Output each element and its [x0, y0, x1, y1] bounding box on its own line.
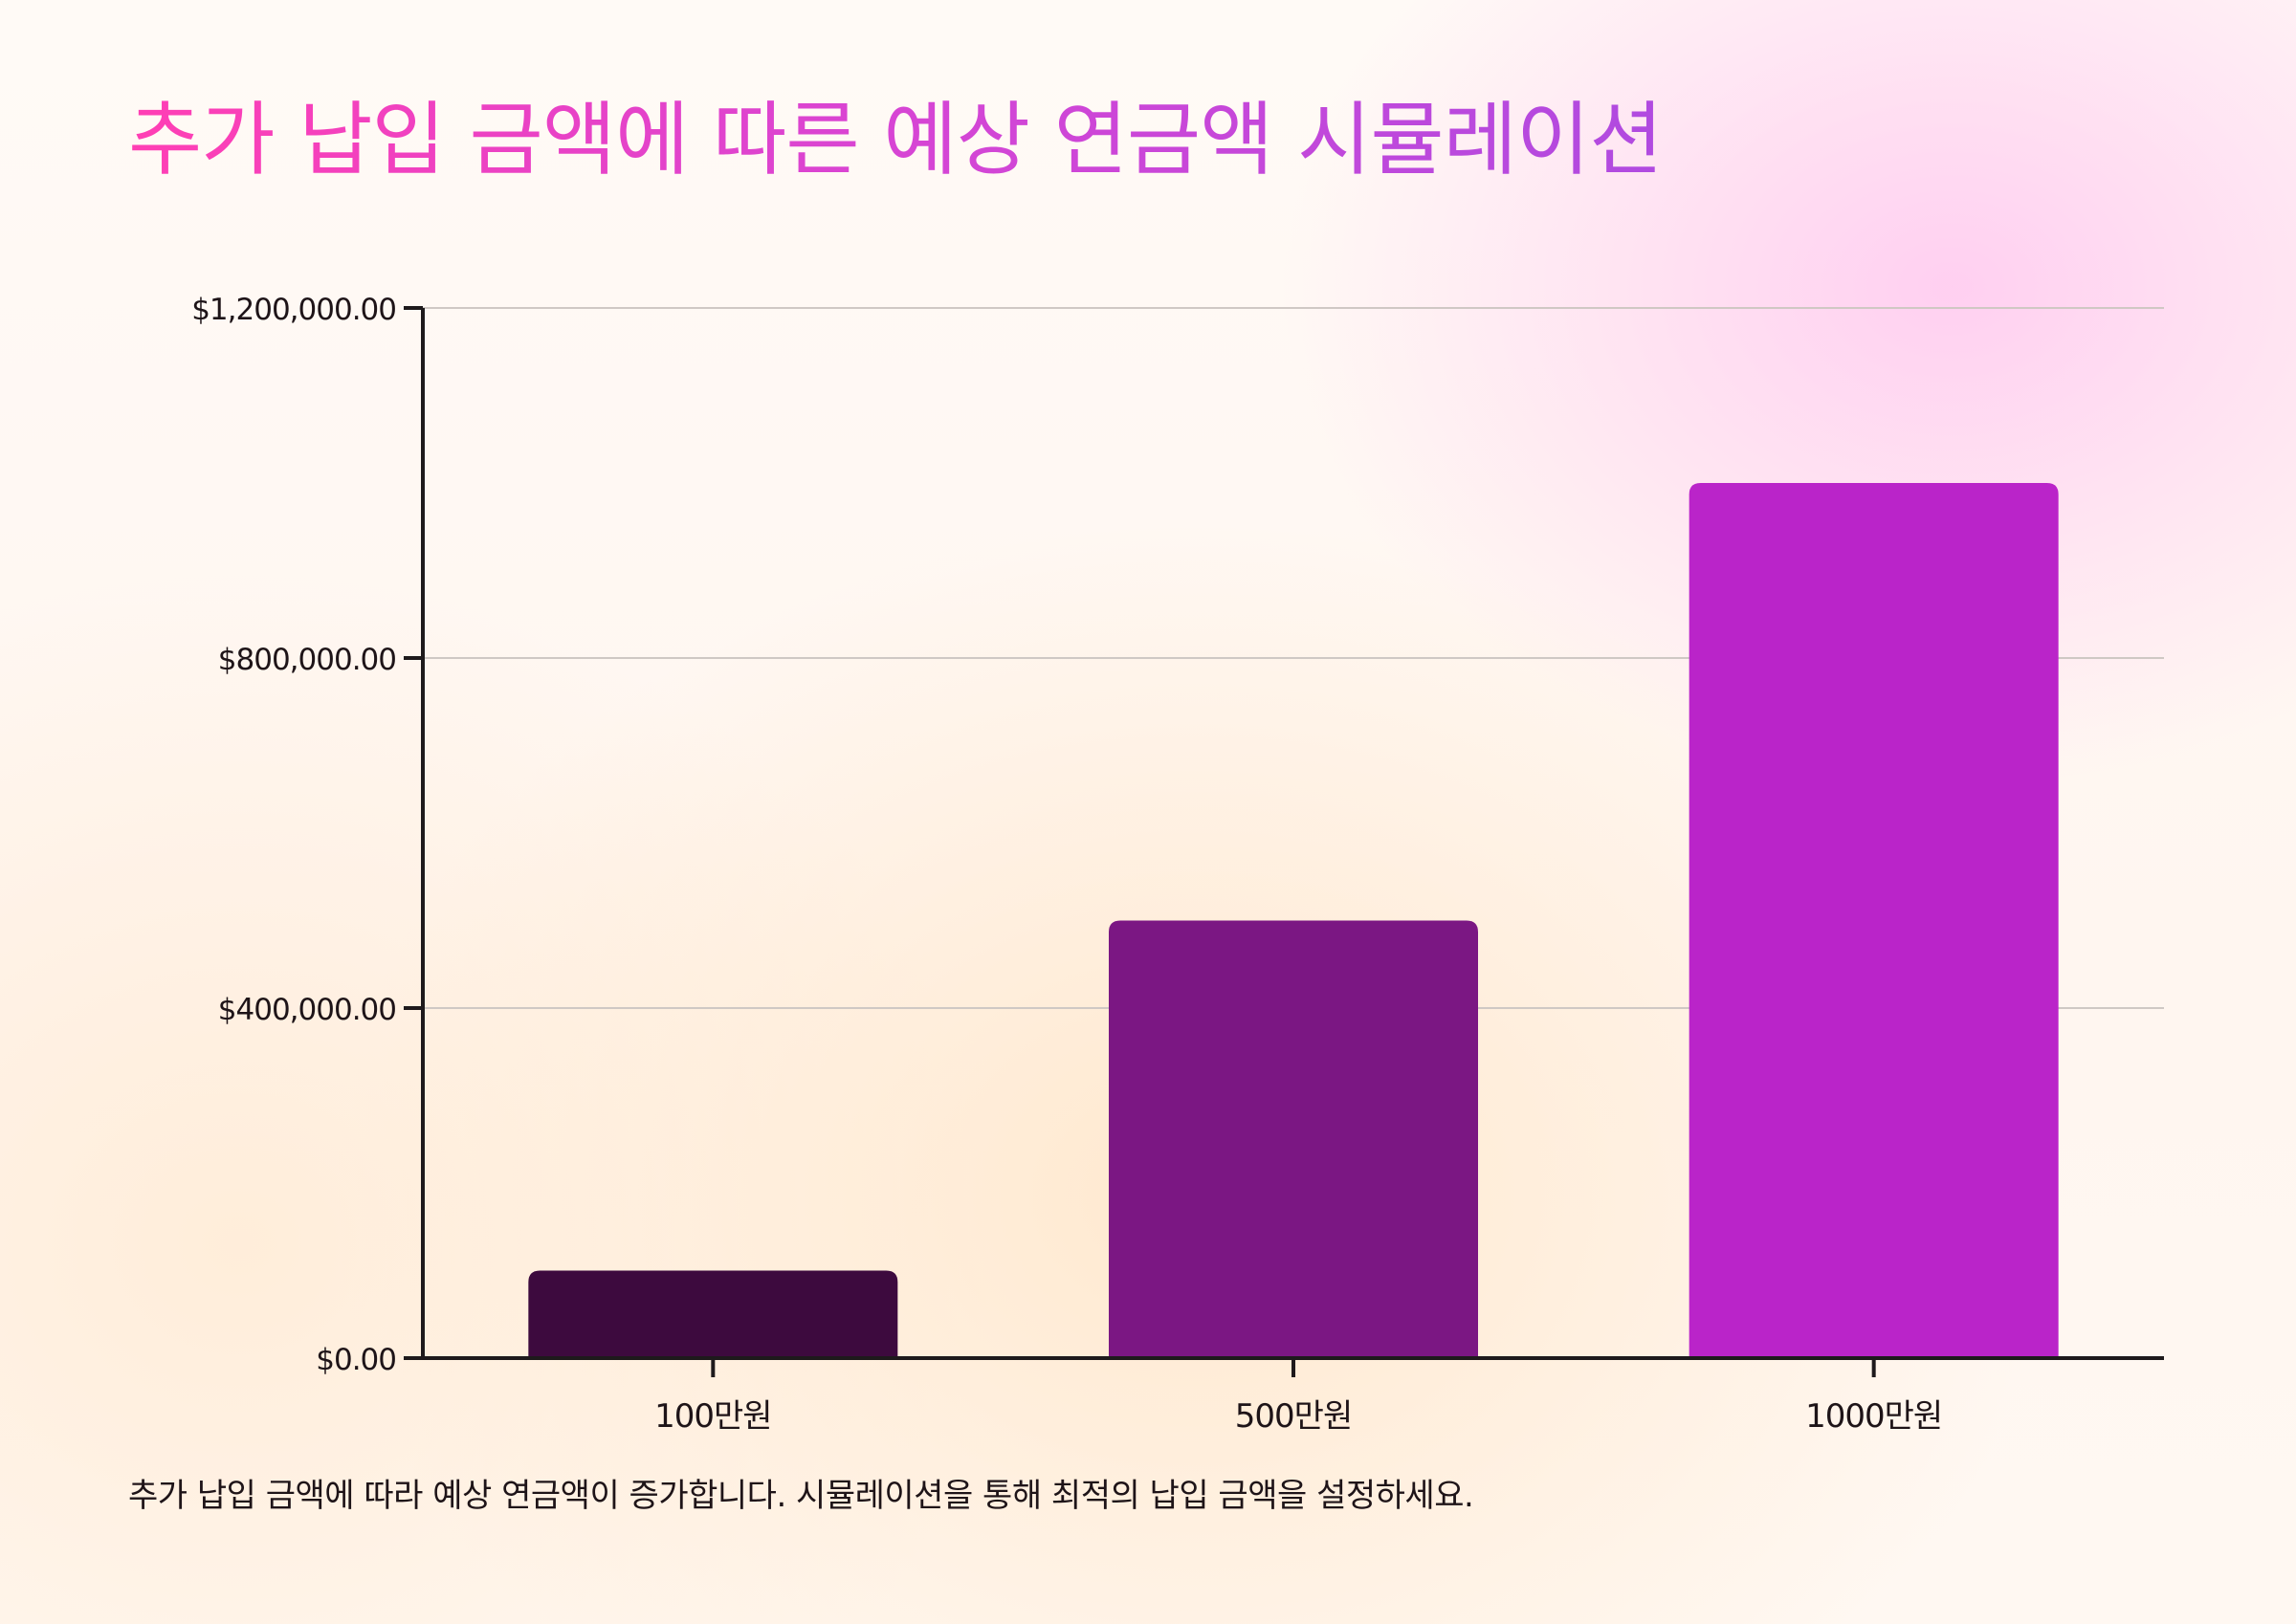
x-tick-label-3: 1000만원	[1805, 1397, 1942, 1436]
y-tick-label-3: $1,200,000.00	[191, 293, 396, 327]
y-tick-label-2: $800,000.00	[218, 643, 396, 677]
chart-caption: 추가 납입 금액에 따라 예상 연금액이 증가합니다. 시뮬레이션을 통해 최적…	[128, 1477, 1474, 1515]
bar-2	[1109, 920, 1478, 1358]
y-tick-label-1: $400,000.00	[218, 993, 396, 1027]
x-tick-label-1: 100만원	[654, 1397, 771, 1436]
x-tick-label-2: 500만원	[1235, 1397, 1352, 1436]
y-tick-label-0: $0.00	[316, 1343, 396, 1377]
chart-title: 추가 납입 금액에 따른 예상 연금액 시뮬레이션	[128, 93, 1664, 187]
bar-1	[528, 1270, 898, 1358]
bar-3	[1689, 483, 2059, 1358]
